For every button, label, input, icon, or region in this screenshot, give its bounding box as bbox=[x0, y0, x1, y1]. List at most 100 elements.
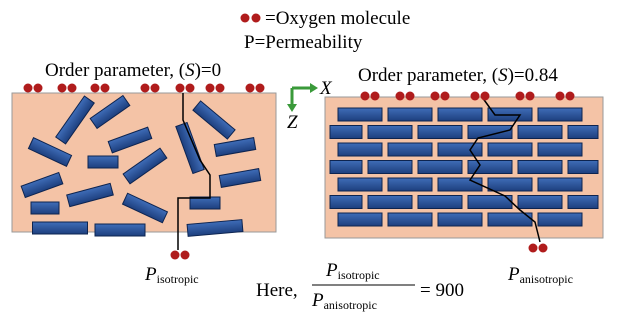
platelet bbox=[388, 213, 432, 226]
numerator: Pisotropic bbox=[325, 260, 380, 282]
subscript: anisotropic bbox=[324, 298, 377, 312]
oxygen-atom bbox=[246, 84, 255, 93]
platelet bbox=[338, 108, 382, 121]
platelet bbox=[568, 196, 598, 209]
platelet bbox=[190, 197, 220, 209]
label: Order parameter, ( bbox=[45, 60, 185, 81]
oxygen-atom bbox=[539, 244, 548, 253]
platelet bbox=[538, 108, 582, 121]
page: =Oxygen molecule P=Permeability Order pa… bbox=[0, 0, 617, 314]
axis-z: Z bbox=[287, 112, 298, 133]
platelet bbox=[438, 143, 482, 156]
oxygen-atom bbox=[566, 92, 575, 101]
platelet bbox=[568, 126, 598, 139]
platelet bbox=[368, 126, 412, 139]
platelet bbox=[538, 178, 582, 191]
platelet bbox=[518, 126, 562, 139]
platelet bbox=[468, 196, 512, 209]
platelet bbox=[388, 143, 432, 156]
platelet bbox=[388, 108, 432, 121]
platelet bbox=[338, 143, 382, 156]
label: Order parameter, ( bbox=[358, 65, 498, 86]
oxygen-atom bbox=[471, 92, 480, 101]
platelet bbox=[418, 161, 462, 174]
p: P bbox=[311, 290, 324, 311]
oxygen-atom bbox=[516, 92, 525, 101]
platelet bbox=[95, 224, 145, 236]
oxygen-atom bbox=[361, 92, 370, 101]
oxygen-atom bbox=[34, 84, 43, 93]
subscript: isotropic bbox=[157, 272, 199, 286]
symbol: S bbox=[498, 65, 508, 86]
platelet bbox=[368, 196, 412, 209]
oxygen-atom bbox=[68, 84, 77, 93]
platelet bbox=[330, 196, 362, 209]
platelet bbox=[31, 202, 59, 214]
panel-title: Order parameter, (S)=0 bbox=[45, 60, 221, 81]
platelet bbox=[488, 178, 532, 191]
subscript: isotropic bbox=[338, 268, 380, 282]
platelet bbox=[438, 213, 482, 226]
oxygen-atom bbox=[24, 84, 33, 93]
panel-title: Order parameter, (S)=0.84 bbox=[358, 65, 558, 86]
platelet bbox=[368, 161, 412, 174]
oxygen-atom bbox=[406, 92, 415, 101]
oxygen-atom bbox=[256, 84, 265, 93]
equation-prefix: Here, bbox=[256, 280, 298, 301]
oxygen-atom bbox=[371, 92, 380, 101]
platelet bbox=[518, 196, 562, 209]
p: P bbox=[144, 264, 157, 285]
oxygen-atom bbox=[101, 84, 110, 93]
platelet bbox=[488, 143, 532, 156]
oxygen-atom bbox=[396, 92, 405, 101]
platelet bbox=[538, 213, 582, 226]
legend: =Oxygen molecule P=Permeability bbox=[241, 8, 411, 53]
diagram: =Oxygen molecule P=Permeability Order pa… bbox=[0, 0, 617, 314]
equation: Here, Pisotropic Panisotropic = 900 bbox=[256, 260, 464, 312]
oxygen-atom bbox=[176, 84, 185, 93]
p: P bbox=[325, 260, 338, 281]
platelet bbox=[418, 196, 462, 209]
oxygen-atom bbox=[441, 92, 450, 101]
denominator: Panisotropic bbox=[311, 290, 377, 312]
platelet bbox=[438, 178, 482, 191]
platelet bbox=[88, 156, 118, 168]
value: )=0 bbox=[195, 60, 222, 81]
oxygen-atom bbox=[91, 84, 100, 93]
platelet bbox=[33, 222, 88, 234]
platelet bbox=[468, 161, 512, 174]
p-anisotropic: Panisotropic bbox=[507, 264, 573, 286]
p-isotropic: Pisotropic bbox=[144, 264, 199, 286]
platelet bbox=[468, 126, 512, 139]
platelet bbox=[568, 161, 598, 174]
oxygen-atom bbox=[141, 84, 150, 93]
oxygen-atom bbox=[216, 84, 225, 93]
platelet bbox=[330, 161, 362, 174]
oxygen-atom bbox=[431, 92, 440, 101]
platelet bbox=[518, 161, 562, 174]
oxygen-atom bbox=[58, 84, 67, 93]
oxygen-atom bbox=[556, 92, 565, 101]
platelet bbox=[338, 178, 382, 191]
axis-x: X bbox=[319, 78, 333, 99]
platelet bbox=[338, 213, 382, 226]
oxygen-atom bbox=[181, 251, 190, 260]
subscript: anisotropic bbox=[520, 272, 573, 286]
value: )=0.84 bbox=[508, 65, 559, 86]
legend-oxygen: =Oxygen molecule bbox=[265, 8, 410, 29]
oxygen-atom bbox=[186, 84, 195, 93]
platelet bbox=[388, 178, 432, 191]
platelet bbox=[418, 126, 462, 139]
oxygen-atom bbox=[529, 244, 538, 253]
legend-permeability: P=Permeability bbox=[244, 32, 363, 53]
oxygen-atom bbox=[206, 84, 215, 93]
oxygen-atom bbox=[151, 84, 160, 93]
oxygen-atom bbox=[171, 251, 180, 260]
equation-result: = 900 bbox=[420, 280, 464, 301]
p: P bbox=[507, 264, 520, 285]
oxygen-atom bbox=[481, 92, 490, 101]
oxygen-atom bbox=[526, 92, 535, 101]
platelet bbox=[330, 126, 362, 139]
symbol: S bbox=[185, 60, 195, 81]
platelet bbox=[438, 108, 482, 121]
